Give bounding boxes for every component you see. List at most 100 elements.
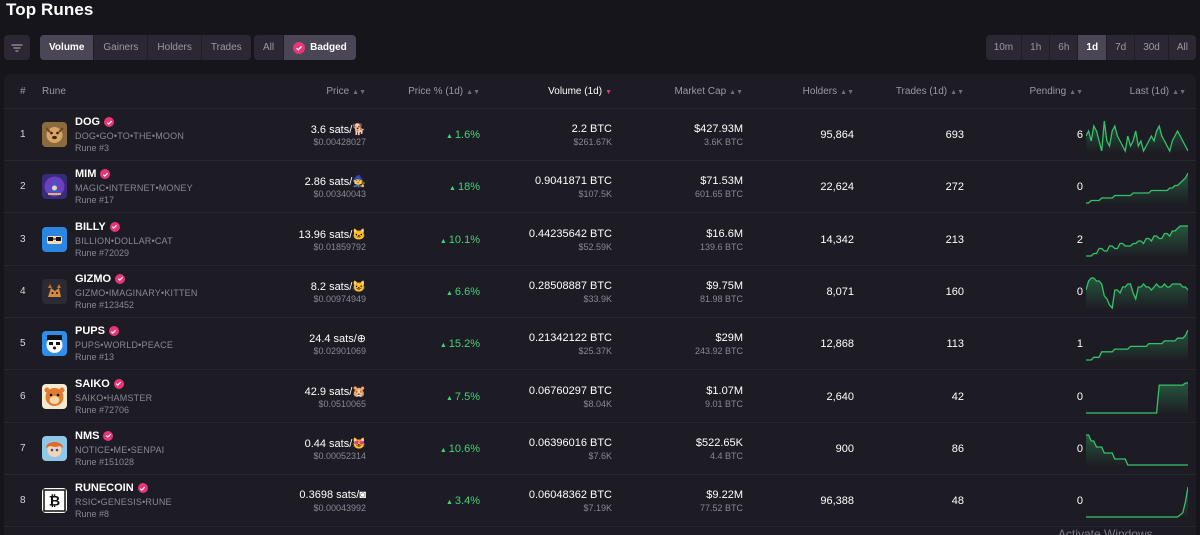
rune-name[interactable]: SAIKO [75, 378, 124, 390]
market-cap-usd: $16.6M [706, 227, 743, 240]
header-market-cap[interactable]: Market Cap ▲▼ [674, 86, 743, 97]
rune-name[interactable]: DOG [75, 116, 115, 128]
arrow-up-icon: ▲ [445, 133, 453, 140]
header-last[interactable]: Last (1d) ▲▼ [1130, 86, 1186, 97]
price-sats: 24.4 sats/⊕ [309, 333, 366, 346]
header-pending[interactable]: Pending ▲▼ [1029, 86, 1083, 97]
sort-arrows-icon: ▲▼ [1069, 89, 1083, 96]
price-sats: 42.9 sats/🐹 [304, 385, 366, 398]
price-sats: 0.3698 sats/◙ [299, 489, 366, 502]
pup-avatar [42, 331, 67, 357]
table-row[interactable]: 3 BILLY BILLION•DOLLAR•CAT Rune #72029 1… [4, 214, 1196, 266]
price-change: ▲ 1.6% [446, 129, 480, 141]
filter-button[interactable] [4, 35, 30, 60]
tab-holders[interactable]: Holders [148, 35, 202, 60]
price-usd: $0.00974949 [313, 293, 366, 304]
trades-count: 272 [945, 181, 964, 194]
price-change: ▲ 10.6% [440, 443, 480, 455]
rune-name[interactable]: PUPS [75, 325, 119, 337]
toolbar: Volume Gainers Holders Trades All Badged… [4, 35, 1196, 60]
tab-all-time[interactable]: All [1176, 42, 1188, 53]
wizard-avatar [42, 174, 67, 200]
tab-volume[interactable]: Volume [40, 35, 95, 60]
sort-arrows-icon: ▲▼ [950, 89, 964, 96]
rune-name[interactable]: RUNECOIN [75, 482, 148, 494]
rune-number: Rune #3 [75, 143, 110, 153]
tab-badged[interactable]: Badged [284, 35, 356, 60]
table-row[interactable]: 6 SAIKO SAIKO•HAMSTER Rune #72706 42.9 s… [4, 371, 1196, 423]
tab-10m[interactable]: 10m [986, 35, 1023, 60]
volume-btc: 0.06048362 BTC [528, 489, 612, 502]
check-badge-icon [137, 483, 148, 494]
market-cap-usd: $522.65K [695, 436, 743, 449]
runes-table: # Rune Price ▲▼ Price % (1d) ▲▼ Volume (1d… [4, 74, 1196, 535]
header-price-label: Price [326, 86, 350, 97]
volume-btc: 0.28508887 BTC [528, 279, 612, 292]
holders-count: 96,388 [820, 495, 854, 508]
sparkline-chart [1086, 434, 1188, 467]
header-holders[interactable]: Holders ▲▼ [803, 86, 854, 97]
arrow-up-icon: ▲ [439, 446, 447, 454]
check-badge-icon [109, 221, 120, 232]
holders-count: 900 [835, 442, 854, 455]
filter-icon [11, 43, 23, 52]
check-badge-icon [104, 117, 115, 127]
table-row[interactable]: 1 DOG DOG•GO•TO•THE•MOON Rune #3 3.6 sat… [4, 109, 1196, 161]
volume-btc: 2.2 BTC [571, 123, 612, 135]
sparkline-area [1086, 121, 1188, 153]
rune-number: Rune #13 [75, 352, 115, 363]
tab-gainers[interactable]: Gainers [94, 35, 149, 60]
header-trades[interactable]: Trades (1d) ▲▼ [896, 86, 964, 97]
sparkline-chart [1086, 172, 1188, 206]
price-sats: 13.96 sats/🐱 [298, 228, 366, 241]
volume-btc: 0.44235642 BTC [528, 227, 612, 240]
tab-1h[interactable]: 1h [1022, 35, 1051, 60]
holders-count: 95,864 [820, 129, 854, 141]
volume-usd: $8.04K [583, 398, 612, 409]
table-row[interactable]: 4 GIZMO GIZMO•IMAGINARY•KITTEN Rune #123… [4, 266, 1196, 318]
rune-name[interactable]: NMS [75, 429, 114, 442]
header-price-pct-label: Price % (1d) [408, 86, 464, 97]
sparkline-area [1086, 173, 1188, 206]
tab-1d[interactable]: 1d [1078, 35, 1108, 60]
tab-trades[interactable]: Trades [210, 42, 242, 53]
market-cap-btc: 77.52 BTC [699, 503, 743, 514]
tab-all-runes[interactable]: All [254, 35, 285, 60]
price-change-value: 18% [457, 181, 480, 194]
table-row[interactable]: 8 ₿ RUNECOIN RSIC•GENESIS•RUNE Rune #8 0… [4, 475, 1196, 528]
rune-name-text: NMS [75, 429, 100, 442]
arrow-up-icon: ▲ [445, 289, 453, 297]
tab-6h[interactable]: 6h [1050, 35, 1079, 60]
price-change-value: 3.4% [454, 495, 480, 508]
rune-name[interactable]: BILLY [75, 221, 120, 233]
row-rank: 3 [20, 233, 26, 245]
rune-name-text: DOG [75, 116, 101, 128]
header-volume[interactable]: Volume (1d) ▼ [548, 86, 612, 97]
table-row[interactable]: 5 PUPS PUPS•WORLD•PEACE Rune #13 24.4 sa… [4, 318, 1196, 371]
volume-usd: $52.59K [578, 241, 612, 252]
kitten-avatar [42, 278, 67, 304]
market-cap-btc: 9.01 BTC [704, 398, 743, 409]
sort-arrows-icon: ▲▼ [466, 89, 480, 96]
sparkline-chart [1086, 381, 1188, 415]
price-change: ▲ 10.1% [440, 234, 480, 246]
rune-full-name: DOG•GO•TO•THE•MOON [75, 131, 185, 141]
table-row[interactable]: 2 MIM MAGIC•INTERNET•MONEY Rune #17 2.86… [4, 161, 1196, 214]
pending-count: 0 [1076, 442, 1083, 455]
sparkline-line [1086, 172, 1188, 204]
market-cap-btc: 139.6 BTC [699, 241, 743, 252]
rune-number: Rune #17 [75, 195, 115, 206]
sparkline-chart [1086, 277, 1188, 310]
price-change: ▲ 6.6% [446, 286, 480, 298]
sort-desc-icon: ▼ [605, 89, 612, 96]
trades-count: 42 [951, 390, 964, 403]
rune-name[interactable]: MIM [75, 168, 111, 180]
tab-30d[interactable]: 30d [1135, 35, 1169, 60]
price-sats: 8.2 sats/😺 [310, 280, 366, 293]
header-price-pct[interactable]: Price % (1d) ▲▼ [408, 86, 480, 97]
header-price[interactable]: Price ▲▼ [326, 86, 366, 97]
page-title: Top Runes [6, 0, 94, 19]
tab-7d[interactable]: 7d [1107, 35, 1136, 60]
table-row[interactable]: 7 NMS NOTICE•ME•SENPAI Rune #151028 0.44… [4, 423, 1196, 475]
rune-name[interactable]: GIZMO [75, 273, 126, 285]
